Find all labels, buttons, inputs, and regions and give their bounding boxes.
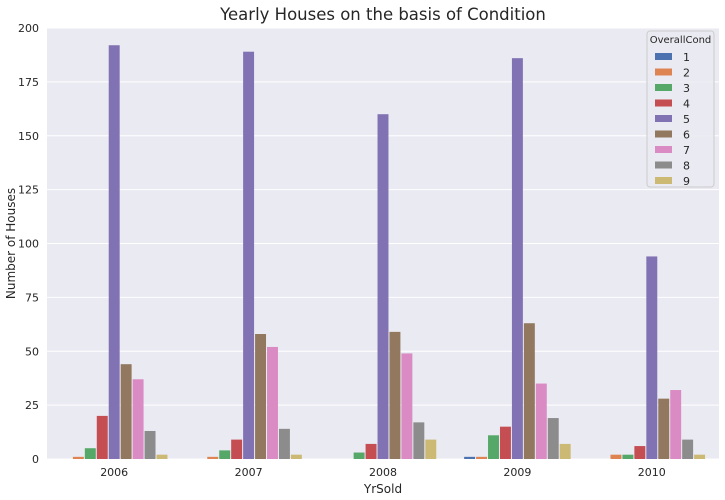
y-tick-label: 175 <box>18 76 39 89</box>
bar-2007-cond-6 <box>255 334 267 459</box>
y-tick-label: 75 <box>25 291 39 304</box>
chart-title: Yearly Houses on the basis of Condition <box>219 5 546 24</box>
bar-2006-cond-6 <box>120 364 132 459</box>
legend-swatch-6 <box>655 130 672 138</box>
x-tick-label: 2006 <box>100 466 128 479</box>
bar-2009-cond-5 <box>511 58 523 460</box>
legend-label-3: 3 <box>683 82 690 95</box>
y-axis-label: Number of Houses <box>4 188 18 299</box>
x-axis-ticks: 2006 2007 2008 2009 2010 <box>100 466 666 479</box>
bar-2009-cond-3 <box>488 435 499 459</box>
bar-2007-cond-3 <box>219 450 231 459</box>
bar-2009-cond-4 <box>499 426 511 459</box>
bar-2006-cond-5 <box>108 45 120 460</box>
bar-2006-cond-2 <box>72 456 84 459</box>
legend-swatch-1 <box>655 53 672 60</box>
bar-2008-cond-3 <box>353 452 365 459</box>
bar-2007-cond-5 <box>243 51 255 459</box>
bar-2006-cond-8 <box>144 430 156 459</box>
legend-swatch-9 <box>655 177 672 184</box>
legend-swatch-7 <box>655 146 672 153</box>
legend-swatch-3 <box>655 84 672 91</box>
bar-2010-cond-6 <box>658 398 670 459</box>
legend-swatch-8 <box>655 161 672 169</box>
bar-2008-cond-7 <box>401 353 413 459</box>
bar-2009-cond-8 <box>547 418 559 459</box>
legend-label-7: 7 <box>683 144 690 157</box>
bar-2008-cond-4 <box>365 443 377 459</box>
bar-2008-cond-9 <box>425 439 437 459</box>
bar-2009-cond-2 <box>476 456 488 459</box>
bar-2010-cond-2 <box>610 454 622 459</box>
bar-2009-cond-7 <box>535 383 547 459</box>
legend-label-2: 2 <box>683 67 690 80</box>
legend-label-5: 5 <box>683 113 690 126</box>
legend: OverallCond 1 2 3 4 5 6 7 8 9 <box>646 30 715 188</box>
y-tick-label: 150 <box>18 130 39 143</box>
bar-2008-cond-5 <box>377 114 389 459</box>
legend-title: OverallCond <box>650 35 712 46</box>
legend-swatch-2 <box>655 68 672 76</box>
legend-label-4: 4 <box>683 98 690 111</box>
bar-2007-cond-8 <box>278 428 290 459</box>
x-tick-label: 2008 <box>369 466 397 479</box>
y-tick-label: 125 <box>18 184 39 197</box>
y-axis-ticks: 0 25 50 75 100 125 150 175 200 <box>18 22 39 466</box>
x-tick-label: 2010 <box>638 466 666 479</box>
bar-2007-cond-7 <box>267 346 278 459</box>
x-tick-label: 2009 <box>503 466 531 479</box>
bar-2007-cond-4 <box>231 439 243 459</box>
legend-label-6: 6 <box>683 129 690 142</box>
bar-2010-cond-7 <box>670 390 682 459</box>
x-tick-label: 2007 <box>235 466 263 479</box>
bar-2007-cond-2 <box>207 456 219 459</box>
bar-2008-cond-6 <box>389 331 401 459</box>
bar-2010-cond-8 <box>682 439 694 459</box>
bar-2009-cond-6 <box>523 323 535 459</box>
bar-2007-cond-9 <box>290 454 302 459</box>
bar-2006-cond-7 <box>132 379 144 459</box>
bar-2006-cond-9 <box>156 454 168 459</box>
bar-2008-cond-8 <box>413 422 425 459</box>
y-tick-label: 0 <box>32 453 39 466</box>
legend-label-1: 1 <box>683 51 690 64</box>
y-tick-label: 100 <box>18 238 39 251</box>
x-axis-label: YrSold <box>363 482 402 496</box>
bar-2010-cond-3 <box>622 454 634 459</box>
y-tick-label: 200 <box>18 22 39 35</box>
legend-swatch-5 <box>655 115 672 122</box>
legend-swatch-4 <box>655 99 672 107</box>
bar-2006-cond-4 <box>96 415 108 459</box>
y-tick-label: 50 <box>25 345 39 358</box>
bar-2009-cond-9 <box>559 443 571 459</box>
bar-2010-cond-5 <box>646 256 658 459</box>
bar-2009-cond-1 <box>464 456 476 459</box>
y-tick-label: 25 <box>25 399 39 412</box>
bar-2010-cond-9 <box>694 454 706 459</box>
legend-label-8: 8 <box>683 160 690 173</box>
bars <box>72 45 706 460</box>
bar-2006-cond-3 <box>84 448 96 459</box>
bar-2010-cond-4 <box>634 446 646 459</box>
legend-label-9: 9 <box>683 175 690 188</box>
